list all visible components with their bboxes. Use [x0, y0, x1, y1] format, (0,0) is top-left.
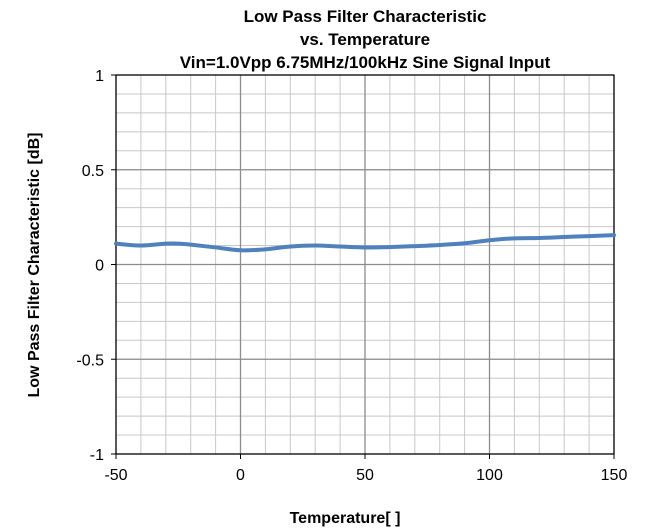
y-tick-label: 0: [95, 258, 104, 275]
x-tick-label: 150: [601, 467, 628, 484]
x-axis-label: Temperature[ ]: [290, 510, 401, 527]
y-tick-labels: -1 -0.5 0 0.5 1: [76, 68, 104, 464]
x-tick-label: -50: [104, 467, 127, 484]
series-line: [114, 233, 616, 253]
x-tick-labels: -50 0 50 100 150: [104, 467, 627, 484]
chart-title-line: vs. Temperature: [300, 30, 430, 49]
x-tick-label: 50: [356, 467, 374, 484]
chart-title-line: Vin=1.0Vpp 6.75MHz/100kHz Sine Signal In…: [180, 53, 551, 72]
y-tick-label: 1: [95, 68, 104, 85]
y-tick-label: -1: [90, 447, 104, 464]
series-layer: [114, 233, 616, 253]
x-tick-label: 100: [476, 467, 503, 484]
chart-title-line: Low Pass Filter Characteristic: [244, 7, 487, 26]
y-axis-label: Low Pass Filter Characteristic [dB]: [26, 133, 43, 398]
axis-ticks: [111, 74, 615, 459]
y-tick-label: 0.5: [82, 163, 104, 180]
y-tick-label: -0.5: [76, 352, 104, 369]
x-tick-label: 0: [236, 467, 245, 484]
chart-title: Low Pass Filter Characteristic vs. Temper…: [180, 7, 551, 72]
